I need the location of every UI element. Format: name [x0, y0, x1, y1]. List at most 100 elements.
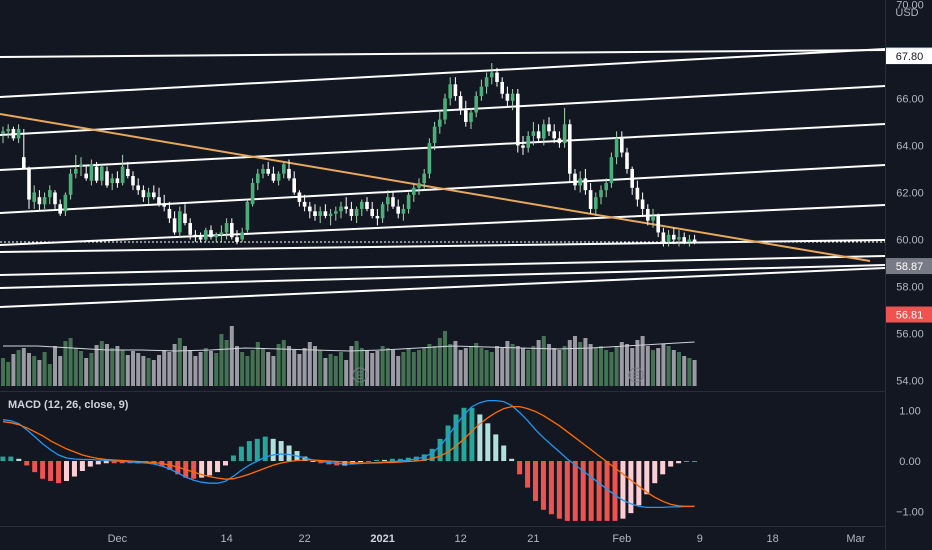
candle-body [557, 138, 562, 144]
candle-body [396, 206, 400, 214]
macd-histogram-bar [429, 448, 435, 462]
candle-body [635, 187, 640, 200]
volume-bar [47, 364, 52, 386]
time-tick-label: 14 [220, 533, 232, 545]
volume-bar [583, 338, 588, 386]
macd-histogram-bar [644, 461, 650, 495]
candle-body [250, 183, 255, 205]
volume-bar [656, 348, 661, 386]
macd-histogram-bar [493, 434, 499, 462]
volume-bar [120, 350, 125, 386]
channel-line[interactable] [0, 264, 886, 289]
candle-body [677, 237, 681, 240]
candle-body [22, 157, 26, 169]
volume-bar [125, 355, 130, 386]
channel-line[interactable] [0, 123, 886, 171]
candle-body [198, 237, 203, 240]
candle-body [661, 232, 666, 242]
candle-body [453, 84, 458, 97]
descending-trendline[interactable] [0, 113, 871, 262]
macd-line [2, 399, 695, 509]
candle-body [224, 223, 229, 233]
candle-body [401, 208, 406, 214]
macd-histogram-bar [485, 423, 491, 462]
volume-bar [515, 346, 520, 386]
macd-histogram-bar [270, 438, 276, 462]
volume-bar [58, 356, 63, 386]
macd-histogram-bar [342, 461, 348, 466]
candle-body [157, 197, 161, 205]
candle-body [276, 173, 281, 181]
volume-bar [172, 344, 177, 386]
volume-bar [198, 352, 203, 386]
volume-bar [292, 350, 297, 386]
volume-bar [307, 342, 312, 386]
volume-bar [188, 350, 193, 386]
price-tick-label: 70.00 [896, 0, 924, 11]
volume-bar [245, 356, 250, 386]
candle-body [136, 185, 140, 191]
candle-body [458, 96, 463, 111]
candle-body [141, 190, 146, 198]
volume-bar [333, 356, 338, 386]
macd-histogram-bar [48, 461, 54, 481]
candle-body [1, 131, 5, 134]
candle-body [209, 230, 213, 238]
candle-body [375, 215, 380, 219]
volume-bar [266, 352, 271, 386]
candle-body [266, 168, 270, 174]
candle-body [172, 218, 177, 233]
channel-line[interactable] [0, 204, 886, 246]
candle-body [599, 190, 603, 198]
candle-body [235, 237, 239, 242]
candle-body [672, 234, 676, 240]
channel-line[interactable] [0, 48, 886, 98]
channel-line[interactable] [0, 85, 886, 136]
volume-bar [167, 352, 172, 386]
candle-body [438, 119, 442, 127]
candle-body [261, 168, 265, 174]
volume-bar [370, 353, 375, 386]
channel-line[interactable] [0, 49, 886, 58]
volume-bar [536, 340, 541, 386]
time-axis[interactable]: Dec 14 22 2021 12 21 Feb 9 18 Mar [108, 533, 866, 545]
macd-histogram-bar [310, 461, 316, 463]
candle-body [58, 204, 62, 214]
volume-bar [229, 326, 234, 386]
volume-average-line [3, 341, 695, 352]
macd-histogram-bar [24, 461, 30, 466]
channel-line[interactable] [0, 267, 886, 308]
earnings-marker-icon[interactable]: E [352, 367, 368, 383]
volume-bar [146, 358, 151, 386]
macd-histogram-bar [628, 461, 634, 514]
volume-bar [157, 355, 161, 386]
candle-body [588, 190, 593, 209]
macd-histogram-bar [453, 414, 459, 462]
macd-histogram-bar [191, 461, 197, 479]
channel-line[interactable] [0, 255, 886, 276]
candle-body [79, 164, 83, 167]
price-tick-label: 62.00 [896, 187, 924, 199]
volume-bar [458, 350, 463, 386]
volume-bar [203, 348, 208, 386]
candle-body [422, 173, 426, 184]
macd-title[interactable]: MACD (12, 26, close, 9) [8, 399, 129, 411]
candle-body [360, 201, 364, 209]
volume-bar [677, 352, 681, 386]
price-tick-label: 56.00 [896, 329, 924, 341]
volume-bar [162, 350, 167, 386]
macd-histogram-bar [111, 461, 117, 464]
macd-histogram-bar [668, 461, 674, 467]
candle-body [479, 86, 484, 97]
macd-histogram-bar [445, 425, 451, 462]
candle-body [214, 234, 218, 238]
volume-bar [365, 350, 369, 386]
volume-bar [281, 340, 286, 386]
svg-text:E: E [356, 370, 363, 382]
macd-histogram-bar [302, 456, 308, 462]
macd-histogram-bar [16, 458, 22, 462]
earnings-marker-icon[interactable]: E [628, 367, 644, 383]
candle-body [692, 239, 697, 242]
